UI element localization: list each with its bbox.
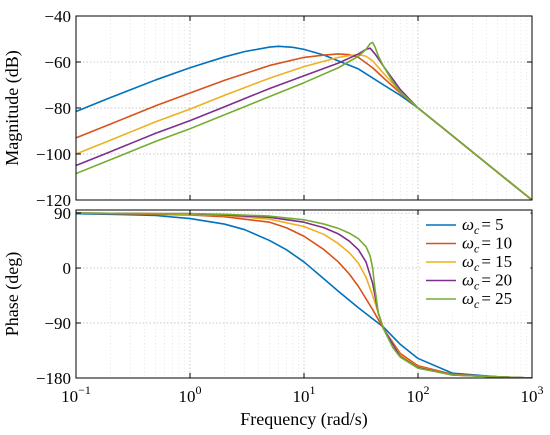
magnitude-y-tick-label: −100: [36, 145, 71, 164]
phase-x-tick-label: 103: [521, 383, 544, 406]
phase-y-tick-label: 90: [54, 204, 71, 223]
magnitude-y-tick-label: −60: [44, 53, 71, 72]
magnitude-y-tick-label: −40: [44, 7, 71, 26]
phase-y-tick-label: −90: [44, 314, 71, 333]
magnitude-y-tick-label: −120: [36, 191, 71, 210]
phase-x-tick-label: 100: [179, 383, 202, 406]
legend-entry-2: ωc = 10: [462, 234, 512, 256]
phase-series-line-5: [76, 212, 532, 378]
phase-y-tick-label: 0: [63, 259, 72, 278]
phase-x-tick-label: 101: [293, 383, 316, 406]
phase-x-axis-label: Frequency (rad/s): [240, 409, 367, 430]
phase-x-tick-label: 102: [407, 383, 430, 406]
phase-x-tick-label: 10−1: [61, 383, 91, 406]
magnitude-series-line-5: [76, 41, 532, 200]
magnitude-y-axis-label: Magnitude (dB): [2, 50, 23, 165]
phase-plot: −180 −90 0 90 10−1 100 101 102 103 Phase (deg) Fre…: [2, 204, 544, 430]
legend-entry-1: ωc = 5: [462, 215, 504, 237]
phase-y-axis-label: Phase (deg): [2, 252, 23, 336]
legend-entry-5: ωc = 25: [462, 289, 512, 311]
phase-series-line-1: [76, 212, 532, 378]
legend-entry-3: ωc = 15: [462, 252, 512, 274]
magnitude-plot: −120 −100 −80 −60 −40 Magnitude (dB): [2, 7, 533, 210]
legend-entry-4: ωc = 20: [462, 271, 512, 293]
phase-y-tick-label: −180: [36, 369, 71, 388]
magnitude-y-tick-label: −80: [44, 99, 71, 118]
legend-box: [421, 212, 531, 310]
